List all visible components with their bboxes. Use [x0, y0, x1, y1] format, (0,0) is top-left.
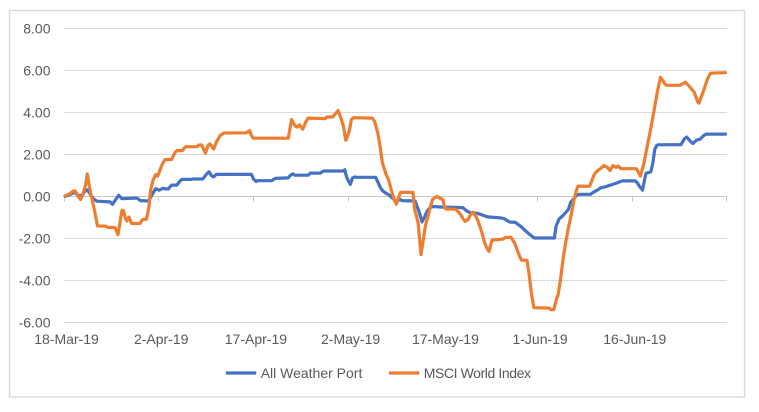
- svg-text:1-Jun-19: 1-Jun-19: [512, 331, 567, 347]
- svg-text:16-Jun-19: 16-Jun-19: [603, 331, 666, 347]
- svg-text:8.00: 8.00: [23, 20, 50, 36]
- svg-text:MSCI World Index: MSCI World Index: [424, 365, 531, 381]
- svg-text:4.00: 4.00: [23, 104, 50, 120]
- svg-text:6.00: 6.00: [23, 62, 50, 78]
- svg-text:All Weather Port: All Weather Port: [261, 365, 363, 381]
- svg-text:2-May-19: 2-May-19: [321, 331, 380, 347]
- svg-text:0.00: 0.00: [23, 188, 50, 204]
- svg-text:17-May-19: 17-May-19: [412, 331, 479, 347]
- svg-text:-6.00: -6.00: [19, 314, 51, 330]
- svg-text:17-Apr-19: 17-Apr-19: [225, 331, 287, 347]
- svg-text:18-Mar-19: 18-Mar-19: [34, 331, 99, 347]
- svg-text:-2.00: -2.00: [19, 230, 51, 246]
- svg-text:-4.00: -4.00: [19, 272, 51, 288]
- svg-text:2-Apr-19: 2-Apr-19: [134, 331, 189, 347]
- svg-text:2.00: 2.00: [23, 146, 50, 162]
